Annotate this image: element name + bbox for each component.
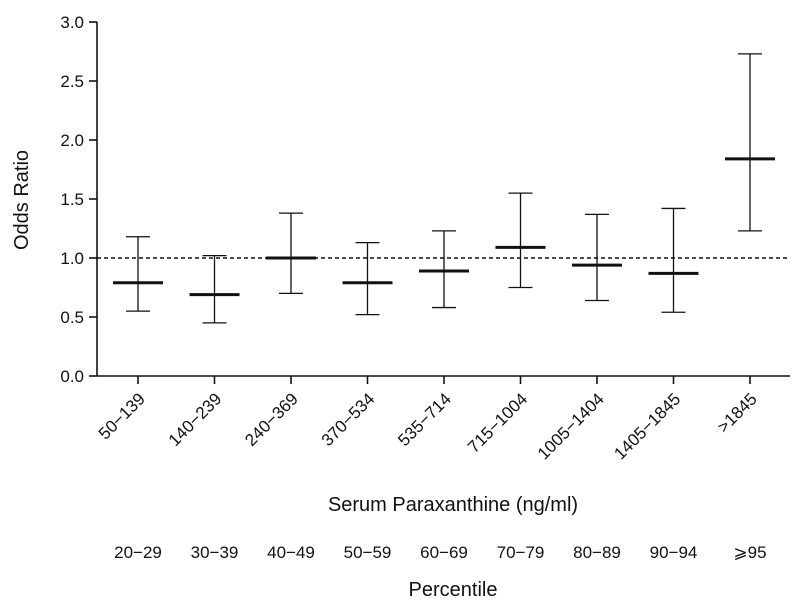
percentile-label: 50−59 [344,543,392,562]
x-tick-labels: 50−139 140−239 240−369 370−534 535−714 715−10… [95,389,761,463]
percentile-label: 70−79 [497,543,545,562]
percentile-label: 40−49 [267,543,315,562]
x-tick-label: 240−369 [241,389,302,450]
y-axis: 0.0 0.5 1.0 1.5 2.0 2.5 3.0 [60,13,98,386]
y-tick-label: 0.0 [60,367,84,386]
y-tick-label: 3.0 [60,13,84,32]
error-bar-group [419,230,469,309]
error-bar-group [572,213,622,302]
error-bar-group [725,53,775,232]
y-axis-title: Odds Ratio [11,150,33,250]
x-tick-label: 1005−1404 [534,389,608,463]
x-axis-title: Serum Paraxanthine (ng/ml) [328,494,578,516]
x-tick-label: >1845 [714,389,761,436]
x-tick-label: 370−534 [318,389,379,450]
percentile-label: 80−89 [573,543,621,562]
x-axis [97,375,790,384]
error-bar-group [495,192,546,289]
y-tick-label: 2.0 [60,131,84,150]
error-bar-group [648,207,699,313]
x-tick-label: 715−1004 [464,389,531,456]
percentile-title: Percentile [409,579,498,601]
y-tick-label: 0.5 [60,308,84,327]
percentile-labels: 20−29 30−39 40−49 50−59 60−69 70−79 80−89 90−94… [114,543,766,562]
x-tick-label: 140−239 [165,389,226,450]
chart-marks [113,53,775,324]
percentile-label: ⩾95 [733,543,766,562]
y-tick-label: 1.5 [60,190,84,209]
y-tick-label: 1.0 [60,249,84,268]
error-bar-group [113,236,163,312]
percentile-label: 90−94 [650,543,698,562]
percentile-label: 30−39 [191,543,239,562]
error-bar-group [189,254,240,324]
x-tick-label: 1405−1845 [610,389,684,463]
x-tick-label: 50−139 [95,389,149,443]
percentile-label: 20−29 [114,543,162,562]
percentile-label: 60−69 [420,543,468,562]
error-bar-group [342,242,393,316]
y-tick-label: 2.5 [60,72,84,91]
error-bar-group [266,212,316,295]
x-tick-label: 535−714 [394,389,455,450]
